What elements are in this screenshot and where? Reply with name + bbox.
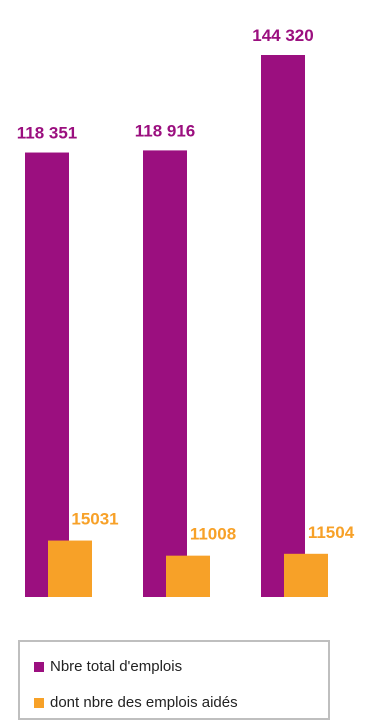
value-label-aides-2010: 15031 <box>71 510 118 529</box>
value-label-total-2012: 144 320 <box>252 26 313 45</box>
bar-total-2011 <box>143 150 187 597</box>
legend-label-total: Nbre total d'emplois <box>50 658 183 675</box>
bars-group <box>25 55 328 597</box>
value-labels-group: 118 351 15031 118 916 11008 144 320 11504 <box>17 26 355 544</box>
bar-aides-2011 <box>166 555 210 597</box>
legend-item-aides: dont nbre des emplois aidés <box>34 694 238 711</box>
legend-swatch-total <box>34 661 44 672</box>
value-label-aides-2012: 11504 <box>308 523 355 542</box>
chart-legend: Nbre total d'emplois dont nbre des emplo… <box>18 640 330 720</box>
legend-item-total: Nbre total d'emplois <box>34 658 182 675</box>
value-label-total-2011: 118 916 <box>135 121 196 140</box>
legend-swatch-aides <box>34 697 44 708</box>
value-label-total-2010: 118 351 <box>17 124 78 143</box>
legend-label-aides: dont nbre des emplois aidés <box>50 694 238 711</box>
value-label-aides-2011: 11008 <box>190 525 236 544</box>
bar-aides-2012 <box>284 553 328 597</box>
bar-aides-2010 <box>48 540 92 597</box>
bar-total-2010 <box>25 152 69 597</box>
bar-total-2012 <box>261 55 305 597</box>
